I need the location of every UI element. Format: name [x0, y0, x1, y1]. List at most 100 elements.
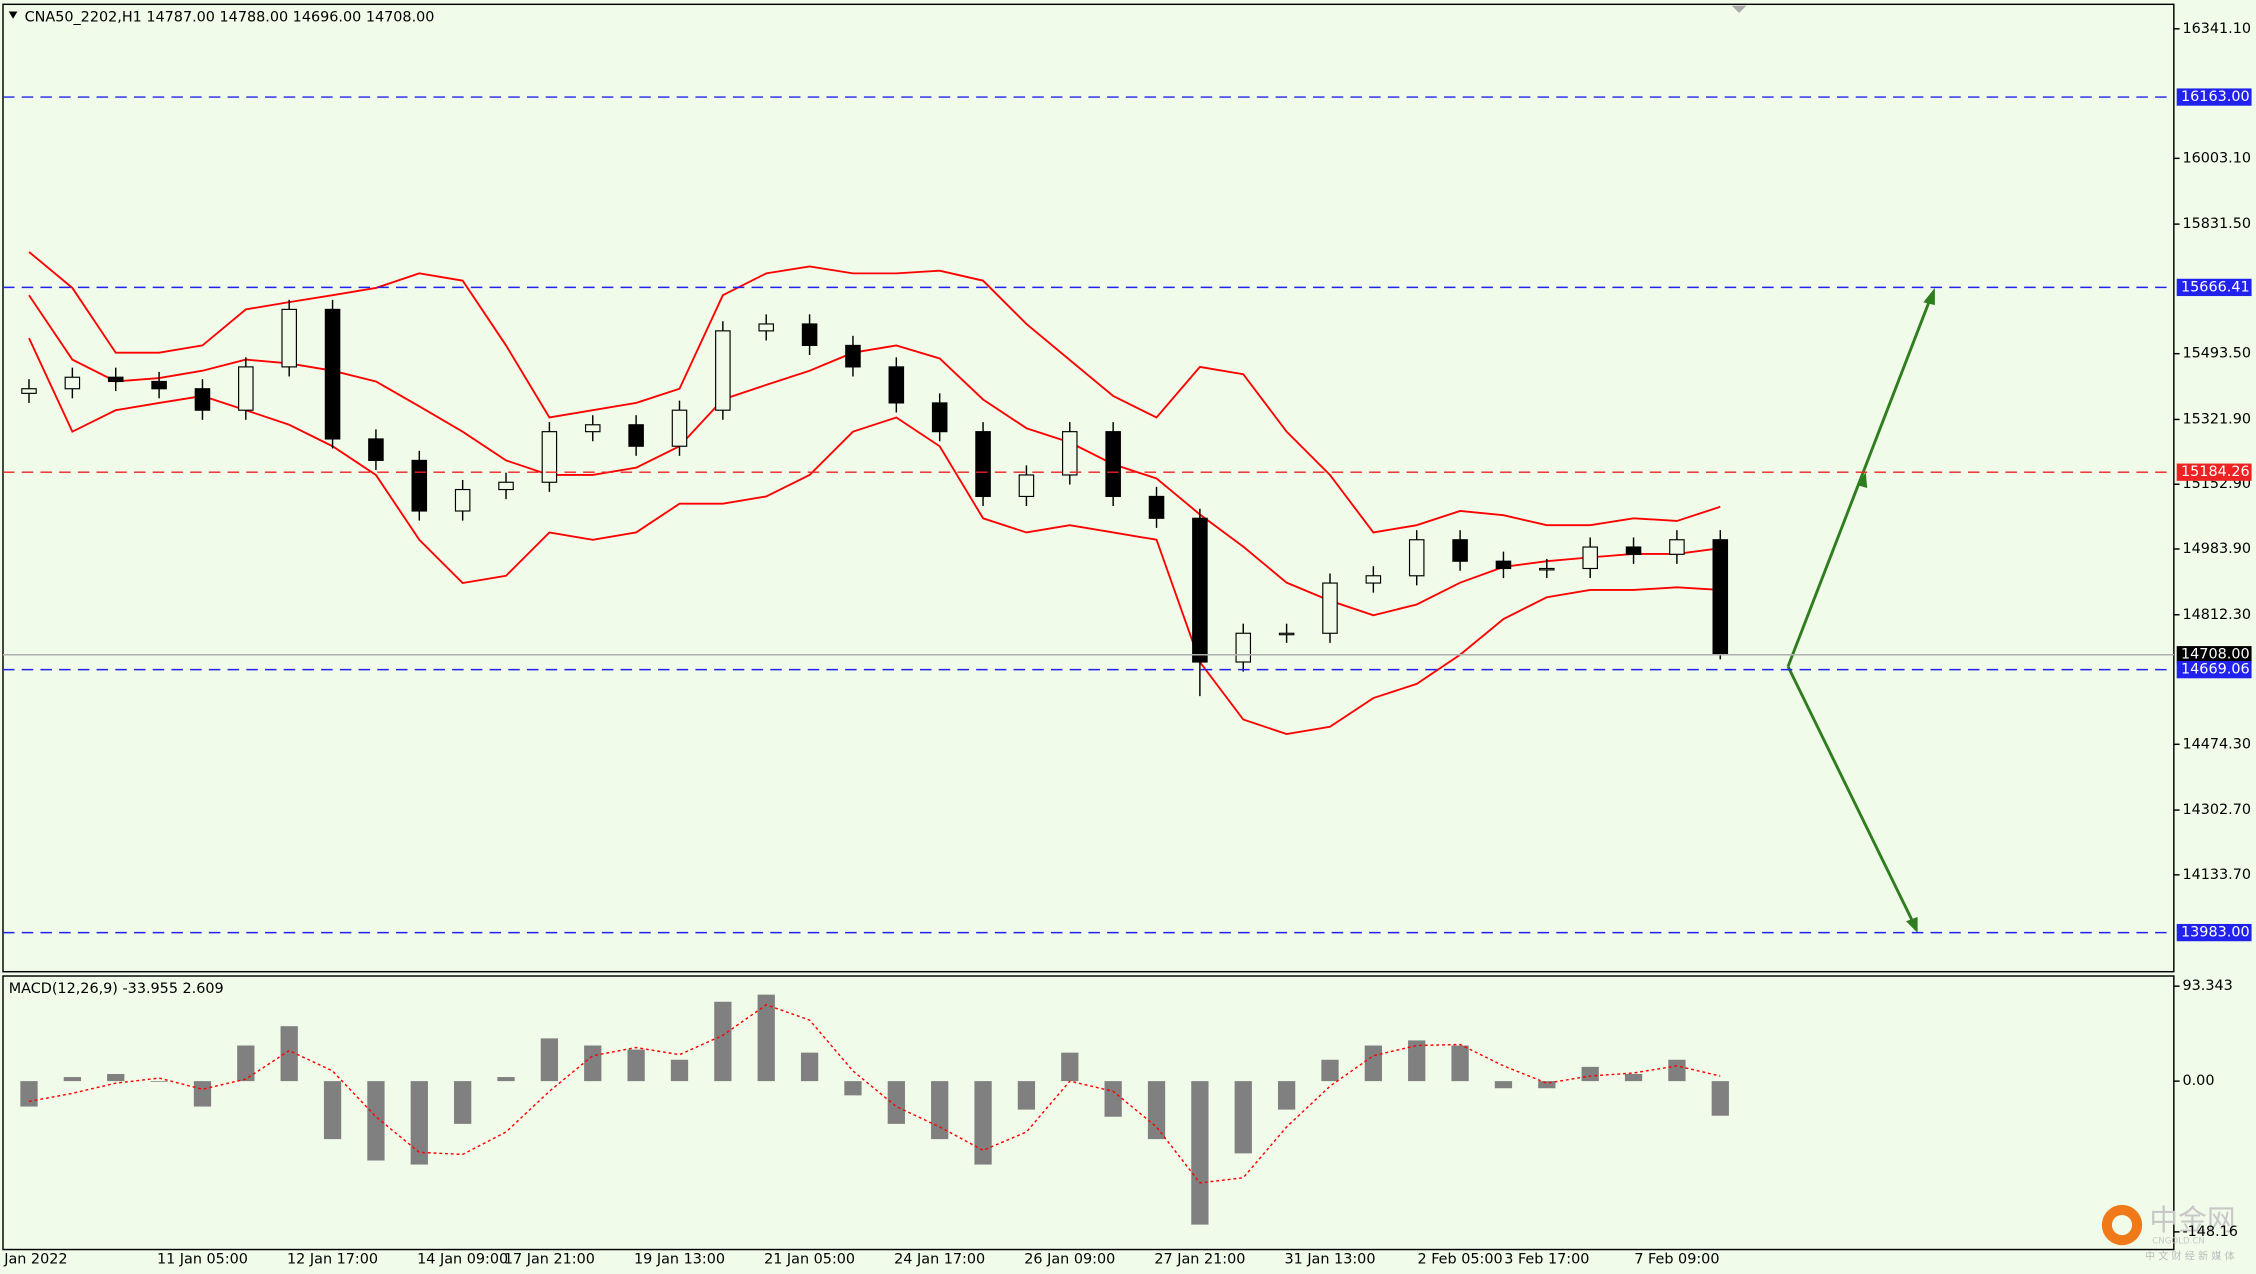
- y-tick-label: 14812.30: [2182, 607, 2251, 623]
- x-tick-label: 24 Jan 17:00: [894, 1252, 985, 1268]
- y-tick-label: 16003.10: [2182, 150, 2251, 166]
- macd-bar: [1277, 1081, 1296, 1110]
- projection-arrows: [1786, 287, 1935, 933]
- y-tick-label: 14474.30: [2182, 736, 2251, 752]
- logo-inner: [2111, 1214, 2133, 1236]
- macd-bar: [974, 1081, 992, 1165]
- price-level-label: 13983.00: [2181, 925, 2250, 941]
- price-level-tag: [2176, 646, 2252, 664]
- x-tick-label: 11 Jan 05:00: [157, 1252, 248, 1268]
- macd-bar: [1147, 1081, 1166, 1140]
- macd-bar: [1017, 1081, 1036, 1110]
- candle-body: [541, 431, 558, 483]
- candle-body: [1062, 431, 1078, 476]
- candle-body: [411, 459, 428, 512]
- x-tick-label: 17 Jan 21:00: [504, 1252, 595, 1268]
- macd-bar: [1321, 1059, 1339, 1082]
- macd-bar: [887, 1081, 905, 1124]
- macd-bar: [584, 1045, 602, 1082]
- price-level-tag: [2176, 278, 2252, 297]
- candle-body: [845, 344, 861, 368]
- candle-body: [1365, 575, 1382, 584]
- macd-bar: [844, 1081, 862, 1096]
- candle-body: [1539, 567, 1555, 571]
- macd-bar: [107, 1074, 125, 1082]
- up-arrow-head: [1923, 287, 1935, 306]
- candle-body: [628, 424, 644, 447]
- macd-pane-frame: [2, 975, 2175, 1251]
- price-level-label: 16163.00: [2181, 89, 2250, 105]
- macd-bar: [454, 1081, 472, 1124]
- macd-bar: [1711, 1081, 1729, 1116]
- macd-bar: [1364, 1045, 1382, 1082]
- macd-bar: [670, 1059, 689, 1082]
- price-level-tag: [2176, 923, 2252, 942]
- candle-body: [21, 388, 37, 394]
- candle-body: [584, 424, 601, 433]
- candle-body: [1192, 517, 1208, 663]
- candle-body: [1235, 632, 1252, 663]
- mid-arrow-head: [1857, 472, 1868, 489]
- price-level-label: 14669.06: [2181, 662, 2250, 678]
- menu-triangle[interactable]: [8, 11, 18, 19]
- macd-bar: [800, 1052, 819, 1082]
- shift-marker: [1731, 5, 1747, 13]
- candle-body: [324, 308, 341, 440]
- macd-bar: [367, 1081, 385, 1161]
- price-level-label: 15184.26: [2181, 464, 2250, 480]
- candle-body: [151, 380, 167, 390]
- candle-body: [238, 366, 254, 411]
- macd-bar: [540, 1038, 559, 1082]
- candle-body: [194, 388, 211, 411]
- candle-body: [107, 376, 124, 383]
- band-line: [28, 294, 1721, 617]
- x-tick-label: 7 Feb 09:00: [1634, 1252, 1719, 1268]
- macd-bar: [20, 1081, 38, 1107]
- macd-bar: [237, 1045, 255, 1082]
- y-tick-label: 0.00: [2182, 1073, 2214, 1089]
- macd-bar: [323, 1081, 342, 1140]
- band-line: [28, 251, 1721, 534]
- macd-bar: [627, 1049, 645, 1082]
- candle-body: [1408, 539, 1425, 577]
- candle-body: [671, 409, 688, 447]
- y-tick-label: 14302.70: [2182, 802, 2251, 818]
- y-tick-label: 15831.50: [2182, 216, 2251, 232]
- price-level-label: 14708.00: [2181, 647, 2250, 663]
- x-tick-label: 7 Jan 2022: [0, 1252, 68, 1268]
- x-tick-label: 26 Jan 09:00: [1024, 1252, 1115, 1268]
- y-tick-label: 15321.90: [2182, 411, 2251, 427]
- candle-body: [454, 488, 471, 512]
- candle-body: [1452, 539, 1468, 562]
- candle-body: [1669, 539, 1685, 555]
- macd-bar: [1408, 1040, 1426, 1082]
- candle-body: [1712, 539, 1729, 656]
- x-tick-label: 14 Jan 09:00: [417, 1252, 508, 1268]
- y-tick-label: 14133.70: [2182, 867, 2251, 883]
- x-tick-label: 2 Feb 05:00: [1417, 1252, 1502, 1268]
- candle-body: [498, 481, 514, 491]
- x-tick-label: 27 Jan 21:00: [1154, 1252, 1245, 1268]
- candle-body: [715, 330, 731, 411]
- x-tick-label: 21 Jan 05:00: [764, 1252, 855, 1268]
- candle-body: [758, 323, 774, 332]
- macd-bar: [1451, 1045, 1469, 1082]
- watermark-site: CNGOLD.CN: [2152, 1236, 2205, 1246]
- candle-body: [801, 323, 818, 347]
- chart-title: CNA50_2202,H1 14787.00 14788.00 14696.00…: [25, 9, 435, 25]
- y-tick-label: 93.343: [2182, 978, 2232, 994]
- macd-bar: [757, 994, 775, 1082]
- band-line: [28, 337, 1721, 736]
- price-level-tag: [2176, 88, 2252, 106]
- candle-body: [975, 431, 991, 498]
- x-tick-label: 12 Jan 17:00: [287, 1252, 378, 1268]
- x-tick-label: 3 Feb 17:00: [1504, 1252, 1589, 1268]
- macd-bar: [63, 1077, 81, 1082]
- down-arrow-head: [1906, 916, 1918, 933]
- macd-bar: [150, 1081, 168, 1082]
- candle-body: [368, 438, 384, 461]
- macd-bar: [1494, 1081, 1513, 1089]
